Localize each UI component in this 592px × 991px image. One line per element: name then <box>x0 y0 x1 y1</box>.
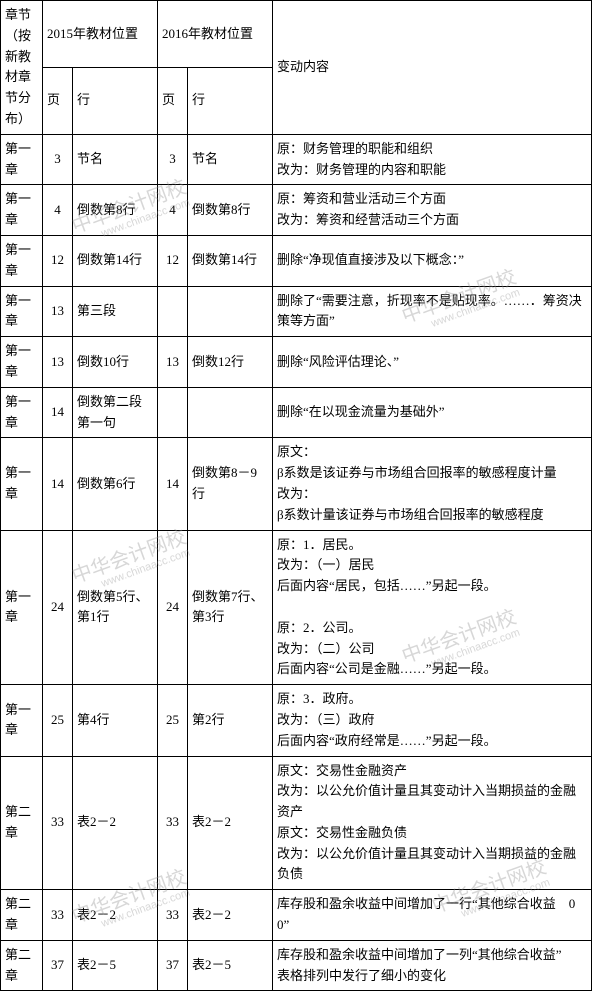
cell-chapter: 第一章 <box>1 387 43 438</box>
table-row: 第一章14倒数第二段第一句 删除“在以现金流量为基础外” <box>1 387 592 438</box>
cell-chapter: 第二章 <box>1 890 43 941</box>
cell-line-2016: 第2行 <box>188 685 273 756</box>
cell-line-2016: 倒数第7行、第3行 <box>188 530 273 685</box>
cell-line-2015: 倒数第5行、第1行 <box>73 530 158 685</box>
table-row: 第一章3节名3节名原：财务管理的职能和组织改为：财务管理的内容和职能 <box>1 134 592 185</box>
cell-change: 原文：β系数是该证券与市场组合回报率的敏感程度计量改为：β系数计量该证券与市场组… <box>273 438 592 530</box>
cell-chapter: 第一章 <box>1 530 43 685</box>
cell-change: 删除“风险评估理论、” <box>273 337 592 388</box>
cell-change: 库存股和盈余收益中间增加了一列“其他综合收益”表格排列中发行了细小的变化 <box>273 940 592 991</box>
cell-page-2015: 37 <box>43 940 73 991</box>
cell-line-2015: 表2－2 <box>73 890 158 941</box>
cell-page-2015: 14 <box>43 387 73 438</box>
cell-line-2016: 倒数第8－9行 <box>188 438 273 530</box>
header-pos2016: 2016年教材位置 <box>158 1 273 68</box>
cell-page-2015: 4 <box>43 185 73 236</box>
cell-page-2016: 3 <box>158 134 188 185</box>
table-row: 第二章37表2－537表2－5库存股和盈余收益中间增加了一列“其他综合收益”表格… <box>1 940 592 991</box>
header-line-2015: 行 <box>73 67 158 134</box>
cell-line-2015: 节名 <box>73 134 158 185</box>
cell-change: 原：3．政府。改为：（三）政府后面内容“政府经常是……”另起一段。 <box>273 685 592 756</box>
cell-line-2016: 倒数第14行 <box>188 235 273 286</box>
cell-page-2016: 37 <box>158 940 188 991</box>
cell-line-2015: 表2－5 <box>73 940 158 991</box>
cell-line-2016: 表2－5 <box>188 940 273 991</box>
cell-page-2016: 25 <box>158 685 188 756</box>
cell-line-2016: 节名 <box>188 134 273 185</box>
cell-chapter: 第一章 <box>1 337 43 388</box>
cell-page-2016: 13 <box>158 337 188 388</box>
cell-page-2015: 33 <box>43 890 73 941</box>
cell-change: 删除“净现值直接涉及以下概念：” <box>273 235 592 286</box>
header-chapter: 章节（按新教材章节分布） <box>1 1 43 135</box>
table-row: 第一章24倒数第5行、第1行24倒数第7行、第3行原：1．居民。改为：（一）居民… <box>1 530 592 685</box>
table-row: 第一章25第4行25第2行原：3．政府。改为：（三）政府后面内容“政府经常是……… <box>1 685 592 756</box>
table-row: 第一章14倒数第6行14倒数第8－9行原文：β系数是该证券与市场组合回报率的敏感… <box>1 438 592 530</box>
cell-page-2016: 33 <box>158 890 188 941</box>
cell-chapter: 第一章 <box>1 134 43 185</box>
cell-page-2016 <box>158 387 188 438</box>
header-change: 变动内容 <box>273 1 592 135</box>
cell-page-2016: 33 <box>158 756 188 890</box>
cell-page-2015: 25 <box>43 685 73 756</box>
cell-line-2016: 倒数12行 <box>188 337 273 388</box>
cell-line-2015: 第4行 <box>73 685 158 756</box>
cell-change: 删除“在以现金流量为基础外” <box>273 387 592 438</box>
table-row: 第二章33表2－233表2－2原文：交易性金融资产改为：以公允价值计量且其变动计… <box>1 756 592 890</box>
cell-page-2016: 24 <box>158 530 188 685</box>
cell-page-2015: 13 <box>43 286 73 337</box>
header-page-2016: 页 <box>158 67 188 134</box>
cell-change: 原：财务管理的职能和组织改为：财务管理的内容和职能 <box>273 134 592 185</box>
cell-page-2015: 24 <box>43 530 73 685</box>
cell-line-2016 <box>188 286 273 337</box>
cell-page-2016 <box>158 286 188 337</box>
cell-line-2016: 表2－2 <box>188 890 273 941</box>
table-row: 第二章33表2－233表2－2库存股和盈余收益中间增加了一行“其他综合收益 0 … <box>1 890 592 941</box>
cell-chapter: 第二章 <box>1 940 43 991</box>
cell-page-2015: 12 <box>43 235 73 286</box>
cell-change: 库存股和盈余收益中间增加了一行“其他综合收益 0 0” <box>273 890 592 941</box>
cell-chapter: 第一章 <box>1 438 43 530</box>
cell-change: 原文：交易性金融资产改为：以公允价值计量且其变动计入当期损益的金融资产原文：交易… <box>273 756 592 890</box>
cell-chapter: 第二章 <box>1 756 43 890</box>
cell-page-2016: 12 <box>158 235 188 286</box>
cell-line-2015: 倒数10行 <box>73 337 158 388</box>
cell-page-2016: 4 <box>158 185 188 236</box>
cell-change: 删除了“需要注意，折现率不是贴现率。……．筹资决策等方面” <box>273 286 592 337</box>
cell-line-2015: 第三段 <box>73 286 158 337</box>
cell-chapter: 第一章 <box>1 185 43 236</box>
cell-page-2015: 14 <box>43 438 73 530</box>
cell-page-2016: 14 <box>158 438 188 530</box>
cell-line-2015: 表2－2 <box>73 756 158 890</box>
cell-page-2015: 13 <box>43 337 73 388</box>
cell-change: 原：1．居民。改为：（一）居民后面内容“居民，包括……”另起一段。原：2．公司。… <box>273 530 592 685</box>
changes-table: 章节（按新教材章节分布） 2015年教材位置 2016年教材位置 变动内容 页 … <box>0 0 592 991</box>
header-page-2015: 页 <box>43 67 73 134</box>
cell-line-2016 <box>188 387 273 438</box>
header-pos2015: 2015年教材位置 <box>43 1 158 68</box>
cell-page-2015: 3 <box>43 134 73 185</box>
cell-change: 原：筹资和营业活动三个方面改为：筹资和经营活动三个方面 <box>273 185 592 236</box>
header-line-2016: 行 <box>188 67 273 134</box>
table-row: 第一章13倒数10行13倒数12行删除“风险评估理论、” <box>1 337 592 388</box>
cell-line-2016: 表2－2 <box>188 756 273 890</box>
cell-chapter: 第一章 <box>1 235 43 286</box>
cell-line-2015: 倒数第6行 <box>73 438 158 530</box>
cell-chapter: 第一章 <box>1 685 43 756</box>
cell-line-2015: 倒数第二段第一句 <box>73 387 158 438</box>
table-row: 第一章12倒数第14行12倒数第14行删除“净现值直接涉及以下概念：” <box>1 235 592 286</box>
cell-chapter: 第一章 <box>1 286 43 337</box>
cell-line-2015: 倒数第14行 <box>73 235 158 286</box>
cell-line-2016: 倒数第8行 <box>188 185 273 236</box>
table-row: 第一章13第三段 删除了“需要注意，折现率不是贴现率。……．筹资决策等方面” <box>1 286 592 337</box>
table-row: 第一章4倒数第8行4倒数第8行原：筹资和营业活动三个方面改为：筹资和经营活动三个… <box>1 185 592 236</box>
cell-page-2015: 33 <box>43 756 73 890</box>
cell-line-2015: 倒数第8行 <box>73 185 158 236</box>
